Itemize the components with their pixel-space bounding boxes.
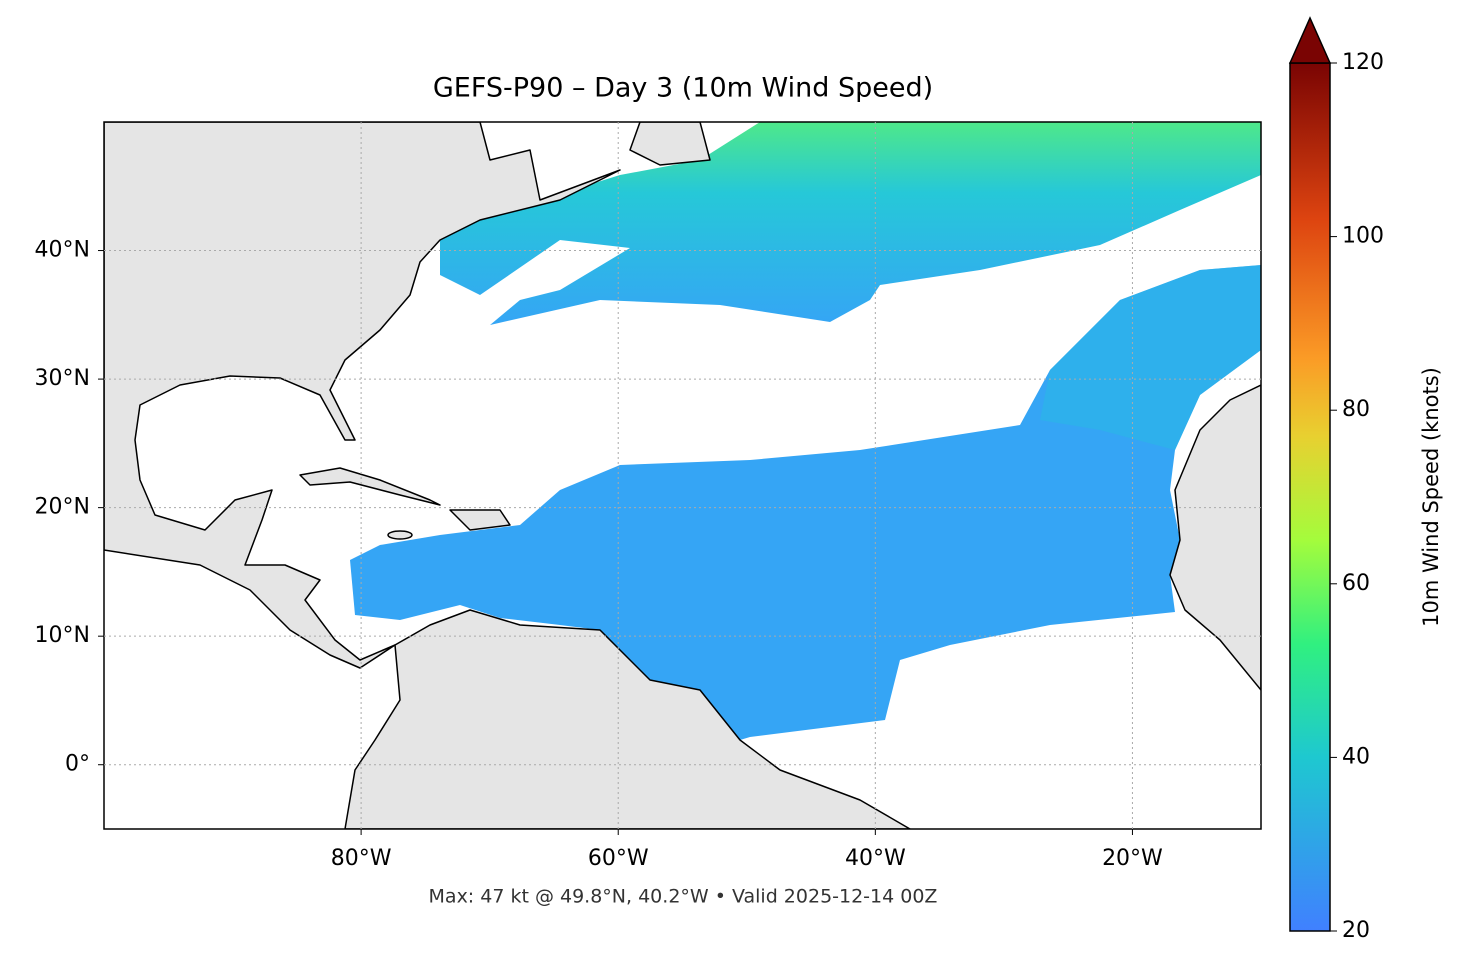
y-tick-label: 10°N — [35, 623, 90, 648]
map-frame — [103, 121, 1262, 830]
y-tick-label: 20°N — [35, 495, 90, 520]
annotation: Max: 47 kt @ 49.8°N, 40.2°W • Valid 2025… — [429, 886, 938, 908]
map-area — [104, 122, 1261, 829]
y-tick-label: 30°N — [35, 366, 90, 391]
colorbar-tick-label: 20 — [1342, 918, 1370, 943]
colorbar-tick-label: 120 — [1342, 50, 1384, 75]
chart-title: GEFS-P90 – Day 3 (10m Wind Speed) — [433, 73, 933, 104]
colorbar-extend — [1288, 16, 1332, 64]
y-tick-label: 40°N — [35, 238, 90, 263]
colorbar-tick-label: 100 — [1342, 224, 1384, 249]
colorbar-tick-label: 80 — [1342, 397, 1370, 422]
land — [629, 122, 711, 166]
land — [299, 467, 441, 506]
x-tick-label: 80°W — [331, 846, 392, 871]
y-tick-label: 0° — [65, 752, 90, 777]
land — [104, 122, 621, 669]
wind-field — [440, 122, 1261, 325]
land — [344, 609, 911, 829]
x-tick-label: 40°W — [845, 846, 906, 871]
land — [387, 530, 413, 540]
wind-field — [1040, 265, 1261, 450]
colorbar-tick-label: 60 — [1342, 571, 1370, 596]
land — [1169, 384, 1261, 691]
colorbar — [1289, 62, 1331, 932]
land — [449, 509, 511, 531]
colorbar-label: 10m Wind Speed (knots) — [1419, 367, 1443, 627]
colorbar-tick-label: 40 — [1342, 744, 1370, 769]
x-tick-label: 60°W — [588, 846, 649, 871]
wind-field — [350, 265, 1261, 740]
x-tick-label: 20°W — [1102, 846, 1163, 871]
